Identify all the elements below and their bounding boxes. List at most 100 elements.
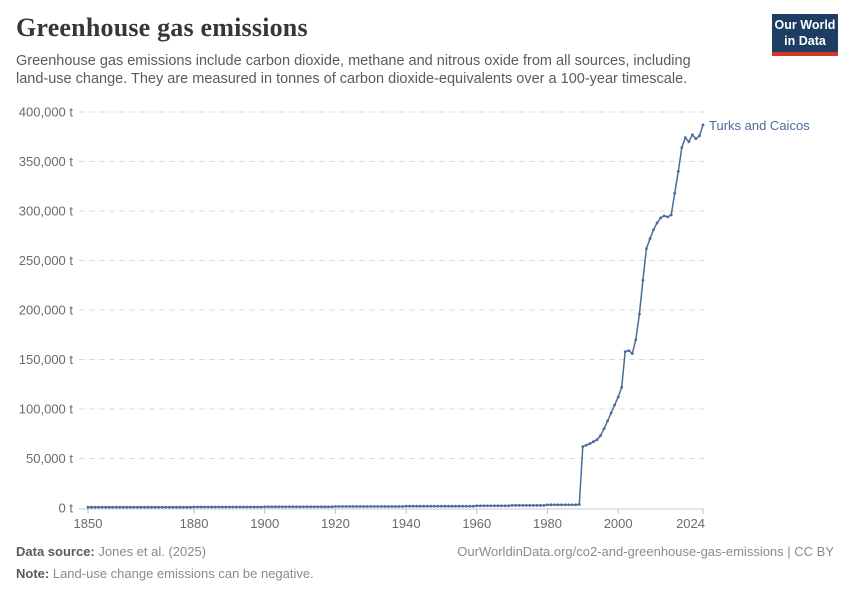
data-point-marker bbox=[496, 504, 500, 508]
data-point-marker bbox=[326, 505, 330, 509]
data-point-marker bbox=[630, 352, 634, 355]
chart-subtitle: Greenhouse gas emissions include carbon … bbox=[16, 53, 691, 87]
x-tick-label: 1900 bbox=[250, 516, 279, 531]
data-point-marker bbox=[592, 440, 595, 444]
data-point-marker bbox=[599, 434, 602, 438]
data-point-marker bbox=[189, 505, 192, 509]
data-point-marker bbox=[114, 505, 118, 509]
data-point-marker bbox=[90, 505, 93, 509]
data-point-marker bbox=[365, 505, 369, 508]
data-point-marker bbox=[288, 505, 291, 509]
data-point-marker bbox=[652, 228, 655, 232]
data-point-marker bbox=[312, 505, 316, 509]
data-point-marker bbox=[447, 504, 450, 508]
data-point-marker bbox=[546, 503, 549, 507]
data-source-value: Jones et al. (2025) bbox=[98, 544, 207, 559]
data-point-marker bbox=[319, 505, 323, 509]
data-point-marker bbox=[281, 505, 284, 509]
data-point-marker bbox=[387, 505, 390, 508]
y-tick-label: 100,000 t bbox=[19, 402, 74, 417]
data-point-marker bbox=[471, 504, 475, 508]
data-point-marker bbox=[620, 385, 624, 389]
data-point-marker bbox=[146, 505, 150, 509]
data-point-marker bbox=[277, 505, 281, 509]
data-point-marker bbox=[203, 505, 207, 509]
data-point-marker bbox=[666, 215, 670, 219]
data-point-marker bbox=[263, 505, 267, 509]
data-point-marker bbox=[489, 504, 493, 508]
data-point-marker bbox=[358, 505, 362, 508]
data-point-marker bbox=[468, 504, 472, 508]
data-point-marker bbox=[517, 504, 521, 507]
data-point-marker bbox=[425, 504, 429, 508]
data-point-marker bbox=[514, 504, 518, 507]
data-point-marker bbox=[694, 137, 698, 141]
data-point-marker bbox=[372, 505, 376, 508]
data-point-marker bbox=[577, 503, 581, 506]
data-point-marker bbox=[418, 504, 422, 508]
data-point-marker bbox=[687, 140, 691, 144]
data-point-marker bbox=[348, 505, 351, 508]
data-point-marker bbox=[97, 505, 100, 509]
data-point-marker bbox=[93, 505, 97, 509]
data-point-marker bbox=[655, 221, 659, 225]
data-point-marker bbox=[627, 349, 631, 352]
data-point-marker bbox=[337, 505, 341, 508]
data-point-marker bbox=[669, 213, 673, 217]
data-point-marker bbox=[355, 505, 358, 508]
data-point-marker bbox=[231, 505, 235, 509]
data-point-marker bbox=[531, 504, 535, 507]
data-point-marker bbox=[238, 505, 242, 509]
data-point-marker bbox=[266, 505, 270, 509]
data-point-marker bbox=[542, 504, 546, 507]
data-point-marker bbox=[683, 136, 687, 140]
data-point-marker bbox=[528, 504, 532, 507]
data-point-marker bbox=[461, 504, 465, 508]
y-tick-label: 350,000 t bbox=[19, 154, 74, 169]
data-point-marker bbox=[500, 504, 503, 508]
note-line: Note: Land-use change emissions can be n… bbox=[16, 566, 834, 581]
data-point-marker bbox=[182, 505, 185, 509]
data-point-marker bbox=[369, 505, 373, 508]
data-point-marker bbox=[249, 505, 253, 509]
data-point-marker bbox=[609, 411, 613, 415]
data-point-marker bbox=[507, 504, 510, 508]
data-point-marker bbox=[486, 504, 489, 508]
data-point-marker bbox=[210, 505, 214, 509]
x-tick-label: 2024 bbox=[676, 516, 705, 531]
data-point-marker bbox=[553, 503, 556, 507]
data-point-marker bbox=[563, 503, 567, 507]
owid-logo-line2: in Data bbox=[784, 33, 826, 48]
data-point-marker bbox=[164, 505, 168, 509]
data-point-marker bbox=[585, 443, 588, 447]
data-point-marker bbox=[295, 505, 298, 509]
data-point-marker bbox=[510, 504, 514, 507]
data-point-marker bbox=[641, 278, 645, 282]
data-point-marker bbox=[380, 505, 383, 508]
x-tick-label: 1940 bbox=[392, 516, 421, 531]
data-point-marker bbox=[298, 505, 302, 509]
data-point-marker bbox=[273, 505, 277, 509]
data-point-marker bbox=[567, 503, 571, 507]
x-tick-label: 1960 bbox=[462, 516, 491, 531]
data-point-marker bbox=[613, 403, 616, 407]
data-point-marker bbox=[242, 505, 245, 509]
data-point-marker bbox=[217, 505, 221, 509]
data-point-marker bbox=[341, 505, 344, 508]
data-point-marker bbox=[136, 505, 139, 509]
data-point-marker bbox=[397, 505, 401, 508]
owid-logo-line1: Our World bbox=[774, 18, 836, 32]
y-tick-label: 150,000 t bbox=[19, 352, 74, 367]
note-value: Land-use change emissions can be negativ… bbox=[52, 566, 314, 581]
data-point-marker bbox=[676, 170, 680, 173]
data-point-marker bbox=[270, 505, 274, 509]
data-source-line: Data source: Jones et al. (2025) bbox=[16, 544, 834, 559]
page-title: Greenhouse gas emissions bbox=[16, 13, 308, 42]
data-point-marker bbox=[175, 505, 178, 509]
data-point-marker bbox=[648, 237, 652, 241]
data-point-marker bbox=[588, 442, 592, 445]
x-tick-label: 1850 bbox=[74, 516, 103, 531]
data-point-marker bbox=[698, 134, 701, 138]
data-point-marker bbox=[316, 505, 320, 509]
